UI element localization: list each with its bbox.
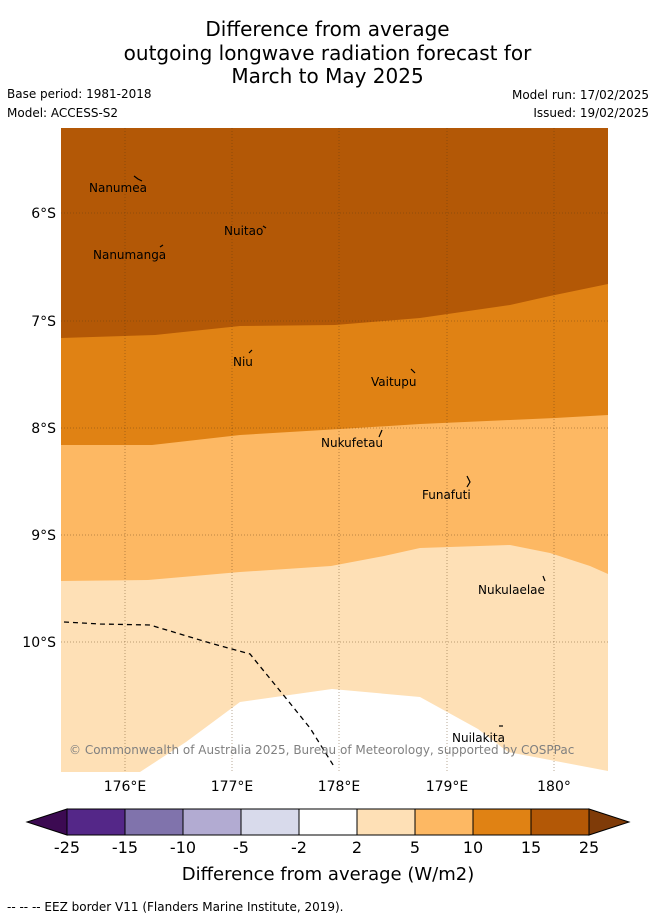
y-tick-label: 6°S xyxy=(31,206,56,222)
island-nuitao xyxy=(262,225,267,229)
island-vaitupu xyxy=(410,368,416,374)
place-label-nukufetau: Nukufetau xyxy=(321,436,383,450)
y-axis-labels: 6°S 7°S 8°S 9°S 10°S xyxy=(22,206,56,651)
place-label-nukulaelae: Nukulaelae xyxy=(478,583,545,597)
issued-date: Issued: 19/02/2025 xyxy=(533,106,649,120)
colorbar-segment xyxy=(240,808,300,836)
y-tick-label: 9°S xyxy=(31,528,56,544)
place-label-nuilakita: Nuilakita xyxy=(452,731,505,745)
colorbar-tick-label: 5 xyxy=(410,838,420,857)
band-above-25 xyxy=(61,128,608,338)
colorbar-segment xyxy=(66,808,126,836)
map-area: Nanumea Nuitao Nanumanga Niu Vaitupu Nuk… xyxy=(61,128,608,772)
colorbar-tick-label: 2 xyxy=(352,838,362,857)
colorbar-extend-low xyxy=(25,808,68,836)
colorbar-segment xyxy=(356,808,416,836)
place-label-nanumea: Nanumea xyxy=(89,181,147,195)
y-tick-label: 8°S xyxy=(31,421,56,437)
island-nukulaelae xyxy=(542,575,546,582)
colorbar-labels: -25 -15 -10 -5 -2 2 5 10 15 25 xyxy=(54,838,599,857)
colorbar-tick-label: -10 xyxy=(170,838,196,857)
colorbar-extend-high xyxy=(588,808,631,836)
island-nukufetau xyxy=(378,429,383,438)
place-label-niu: Niu xyxy=(233,355,253,369)
place-label-funafuti: Funafuti xyxy=(422,488,471,502)
colorbar-segment xyxy=(530,808,590,836)
colorbar xyxy=(25,808,631,836)
island-nanumanga xyxy=(159,244,164,248)
x-tick-label: 176°E xyxy=(104,779,147,795)
colorbar-segment xyxy=(414,808,474,836)
colorbar-tick-label: 25 xyxy=(579,838,599,857)
base-period: Base period: 1981-2018 xyxy=(7,87,152,101)
colorbar-segment xyxy=(472,808,532,836)
graticule xyxy=(61,128,608,772)
colorbar-title: Difference from average (W/m2) xyxy=(182,864,474,885)
eez-border-legend: -- -- -- EEZ border V11 (Flanders Marine… xyxy=(7,900,344,914)
colorbar-tick-label: -2 xyxy=(291,838,307,857)
colorbar-segment xyxy=(124,808,184,836)
colorbar-tick-label: -15 xyxy=(112,838,138,857)
island-niu xyxy=(248,349,253,354)
y-tick-label: 7°S xyxy=(31,314,56,330)
place-label-nanumanga: Nanumanga xyxy=(93,248,166,262)
place-label-vaitupu: Vaitupu xyxy=(371,375,417,389)
colorbar-tick-label: -5 xyxy=(233,838,249,857)
colorbar-tick-label: 15 xyxy=(521,838,541,857)
title-line-2: outgoing longwave radiation forecast for xyxy=(123,41,532,65)
colorbar-tick-label: 10 xyxy=(463,838,483,857)
title-line-1: Difference from average xyxy=(205,17,450,41)
x-tick-label: 180° xyxy=(537,779,571,795)
copyright-notice: © Commonwealth of Australia 2025, Bureau… xyxy=(69,743,574,757)
x-tick-label: 179°E xyxy=(426,779,469,795)
colorbar-segment xyxy=(182,808,242,836)
model-name: Model: ACCESS-S2 xyxy=(7,106,119,120)
title-line-3: March to May 2025 xyxy=(231,64,424,88)
colorbar-tick-label: -25 xyxy=(54,838,80,857)
x-axis-labels: 176°E 177°E 178°E 179°E 180° xyxy=(104,779,571,795)
colorbar-segment xyxy=(298,808,358,836)
place-label-nuitao: Nuitao xyxy=(224,224,263,238)
x-tick-label: 178°E xyxy=(318,779,361,795)
place-labels: Nanumea Nuitao Nanumanga Niu Vaitupu Nuk… xyxy=(89,181,545,745)
x-tick-label: 177°E xyxy=(211,779,254,795)
model-run: Model run: 17/02/2025 xyxy=(511,88,649,102)
island-funafuti xyxy=(466,475,471,488)
island-shapes xyxy=(133,175,546,727)
island-nanumea xyxy=(133,175,143,182)
y-tick-label: 10°S xyxy=(22,635,56,651)
